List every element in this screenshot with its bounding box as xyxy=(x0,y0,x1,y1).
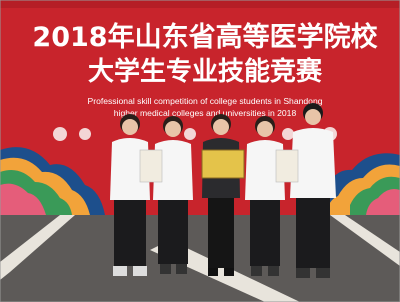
banner-english-line: Professional skill competition of colleg… xyxy=(87,96,322,106)
photo: 2018年山东省高等医学院校 大学生专业技能竞赛 Professional sk… xyxy=(0,0,400,302)
certificate xyxy=(202,150,244,178)
banner-top xyxy=(0,0,400,8)
banner-title: 2018年山东省高等医学院校 xyxy=(32,21,377,53)
banner-subtitle: 大学生专业技能竞赛 xyxy=(88,56,323,87)
banner-english-line: higher medical colleges and universities… xyxy=(114,108,297,118)
